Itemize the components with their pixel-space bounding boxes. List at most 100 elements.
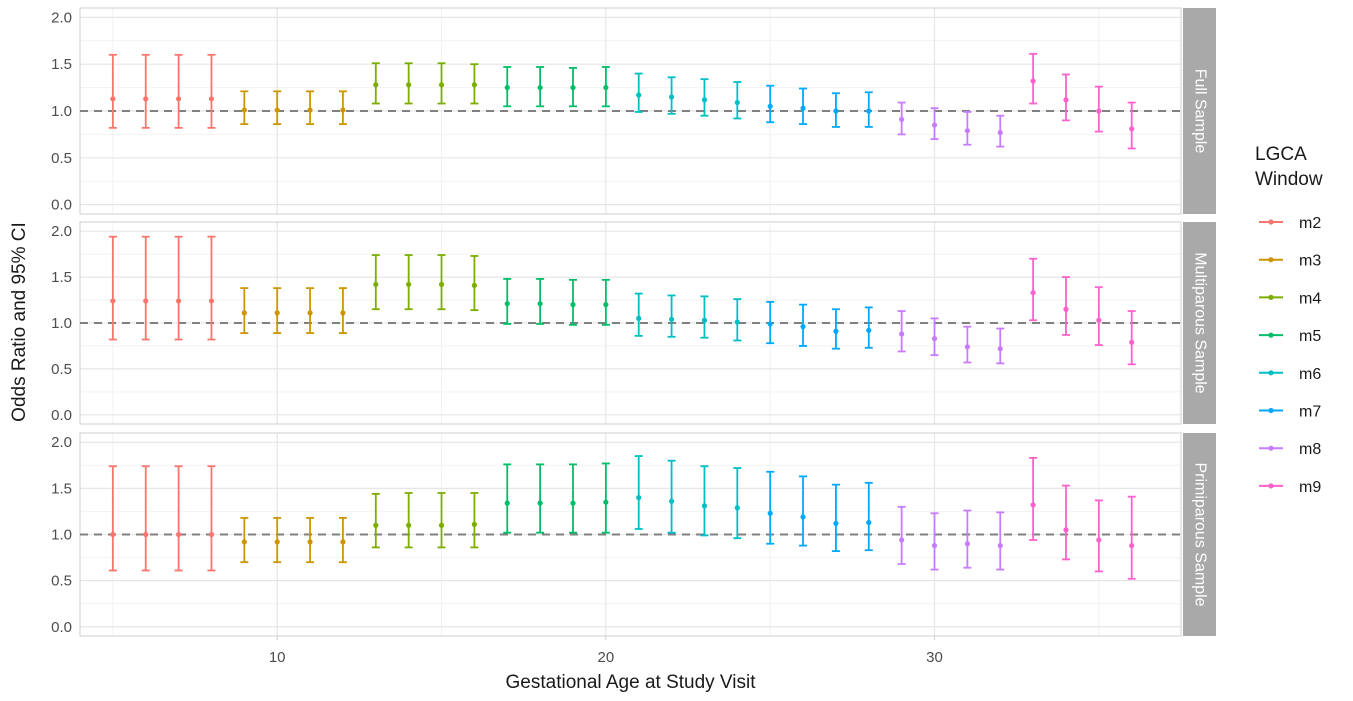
point-estimate bbox=[767, 321, 773, 327]
point-estimate bbox=[438, 522, 445, 528]
y-tick-label: 1.0 bbox=[51, 315, 72, 332]
point-estimate bbox=[1030, 502, 1036, 508]
y-tick-label: 0.0 bbox=[51, 619, 72, 636]
point-estimate bbox=[866, 327, 872, 333]
point-estimate bbox=[537, 301, 543, 307]
y-tick-label: 0.5 bbox=[51, 361, 72, 378]
point-estimate bbox=[668, 498, 675, 504]
facet-panel: 0.0 0.5 1.0 1.5 2.0 Full Sample bbox=[51, 7, 1216, 215]
point-estimate bbox=[833, 328, 839, 334]
point-estimate bbox=[767, 103, 773, 109]
point-estimate bbox=[241, 107, 247, 113]
facet-strip-label: Full Sample bbox=[1191, 69, 1208, 154]
point-estimate bbox=[701, 97, 708, 103]
point-estimate bbox=[208, 531, 215, 538]
point-estimate bbox=[373, 281, 379, 288]
point-estimate bbox=[734, 319, 740, 325]
legend-label: m7 bbox=[1299, 404, 1321, 421]
legend-item: m4 bbox=[1259, 290, 1321, 307]
point-estimate bbox=[340, 107, 346, 113]
point-estimate bbox=[636, 494, 642, 501]
x-tick-label: 10 bbox=[269, 649, 286, 666]
legend-key-point bbox=[1268, 294, 1274, 300]
facet-strip bbox=[1183, 8, 1216, 214]
point-estimate bbox=[701, 317, 708, 323]
point-estimate bbox=[800, 514, 806, 520]
y-tick-label: 0.5 bbox=[51, 573, 72, 590]
point-estimate bbox=[603, 499, 609, 505]
point-estimate bbox=[800, 324, 806, 330]
y-tick-label: 0.0 bbox=[51, 197, 72, 214]
legend-item: m5 bbox=[1259, 328, 1321, 345]
y-tick-label: 2.0 bbox=[51, 223, 72, 240]
point-estimate bbox=[800, 105, 806, 111]
point-estimate bbox=[1096, 537, 1102, 543]
point-estimate bbox=[143, 298, 149, 304]
point-estimate bbox=[997, 542, 1003, 549]
facet-strip-label: Primiparous Sample bbox=[1191, 462, 1208, 606]
legend-label: m6 bbox=[1299, 366, 1321, 383]
point-estimate bbox=[701, 503, 708, 509]
point-estimate bbox=[997, 346, 1003, 352]
point-estimate bbox=[406, 82, 412, 88]
point-estimate bbox=[636, 315, 642, 322]
legend-label: m2 bbox=[1299, 215, 1321, 232]
legend: LGCA Window m2 m3 m4 m5 m6 m7 m8 m9 bbox=[1255, 144, 1323, 496]
point-estimate bbox=[603, 302, 609, 308]
legend-label: m3 bbox=[1299, 253, 1321, 270]
point-estimate bbox=[208, 96, 215, 102]
point-estimate bbox=[734, 99, 740, 106]
facet-strip-label: Multiparous Sample bbox=[1191, 252, 1208, 394]
legend-label: m8 bbox=[1299, 441, 1321, 458]
legend-label: m9 bbox=[1299, 479, 1321, 496]
y-tick-label: 2.0 bbox=[51, 9, 72, 26]
point-estimate bbox=[570, 302, 576, 308]
point-estimate bbox=[471, 521, 477, 527]
point-estimate bbox=[899, 537, 905, 543]
point-estimate bbox=[636, 92, 642, 98]
legend-key-point bbox=[1268, 483, 1274, 489]
point-estimate bbox=[1129, 339, 1135, 345]
legend-key-point bbox=[1268, 332, 1274, 338]
point-estimate bbox=[899, 331, 905, 337]
point-estimate bbox=[537, 84, 543, 91]
point-estimate bbox=[570, 500, 576, 506]
y-tick-label: 1.0 bbox=[51, 527, 72, 544]
facet-panel: 0.0 0.5 1.0 1.5 2.0 Multiparous Sample bbox=[51, 221, 1216, 425]
point-estimate bbox=[175, 531, 182, 538]
legend-item: m8 bbox=[1259, 441, 1321, 458]
legend-title: Window bbox=[1255, 169, 1323, 190]
point-estimate bbox=[1030, 290, 1036, 296]
y-tick-label: 1.5 bbox=[51, 56, 72, 73]
point-estimate bbox=[274, 310, 280, 316]
point-estimate bbox=[931, 542, 938, 549]
point-estimate bbox=[964, 541, 970, 547]
y-axis-title: Odds Ratio and 95% CI bbox=[9, 222, 30, 422]
point-estimate bbox=[373, 522, 379, 528]
point-estimate bbox=[471, 82, 477, 88]
point-estimate bbox=[767, 510, 773, 516]
point-estimate bbox=[1063, 306, 1069, 312]
point-estimate bbox=[537, 500, 543, 506]
point-estimate bbox=[504, 500, 510, 506]
point-estimate bbox=[504, 84, 510, 91]
point-estimate bbox=[504, 301, 510, 307]
point-estimate bbox=[570, 84, 576, 91]
point-estimate bbox=[734, 505, 740, 511]
point-estimate bbox=[668, 94, 675, 100]
legend-label: m4 bbox=[1299, 290, 1321, 307]
legend-item: m3 bbox=[1259, 253, 1321, 270]
point-estimate bbox=[241, 539, 247, 545]
point-estimate bbox=[110, 96, 116, 102]
legend-item: m7 bbox=[1259, 404, 1321, 421]
x-axis-title: Gestational Age at Study Visit bbox=[506, 672, 757, 693]
point-estimate bbox=[1096, 108, 1102, 114]
point-estimate bbox=[964, 128, 970, 134]
legend-item: m9 bbox=[1259, 479, 1321, 496]
legend-key-point bbox=[1268, 257, 1274, 263]
point-estimate bbox=[833, 108, 839, 114]
point-estimate bbox=[143, 96, 149, 102]
point-estimate bbox=[1129, 542, 1135, 549]
point-estimate bbox=[274, 539, 280, 545]
